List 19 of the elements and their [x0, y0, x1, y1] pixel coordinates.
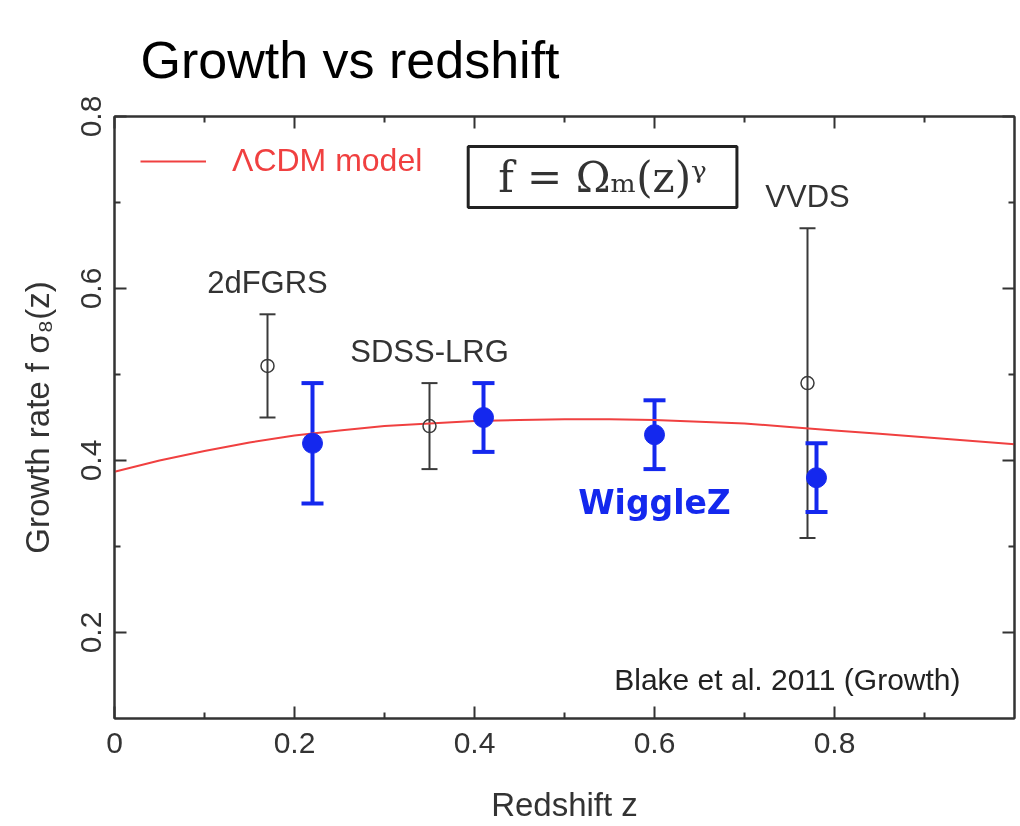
y-tick-label: 0.8 [73, 95, 107, 138]
series-label: WiggleZ [578, 483, 731, 523]
x-tick-label: 0.6 [633, 725, 676, 759]
y-tick-label: 0.4 [73, 439, 107, 482]
x-tick-label: 0 [106, 725, 123, 759]
x-tick-label: 0.4 [453, 725, 496, 759]
y-axis-title: Growth rate f σ₈(z) [18, 281, 56, 554]
y-tick-label: 0.2 [73, 611, 107, 654]
annotation: SDSS-LRG [350, 334, 509, 370]
x-tick-label: 0.8 [813, 725, 856, 759]
x-axis-title: Redshift z [491, 785, 638, 823]
annotation: 2dFGRS [207, 265, 328, 301]
annotation: Blake et al. 2011 (Growth) [614, 662, 961, 696]
legend-label: ΛCDM model [232, 142, 423, 179]
y-tick-label: 0.6 [73, 267, 107, 310]
annotation: f = Ωₘ(z)ᵞ [498, 152, 707, 202]
annotation: VVDS [765, 179, 850, 215]
chart-title: Growth vs redshift [140, 30, 561, 89]
x-tick-label: 0.2 [273, 725, 316, 759]
